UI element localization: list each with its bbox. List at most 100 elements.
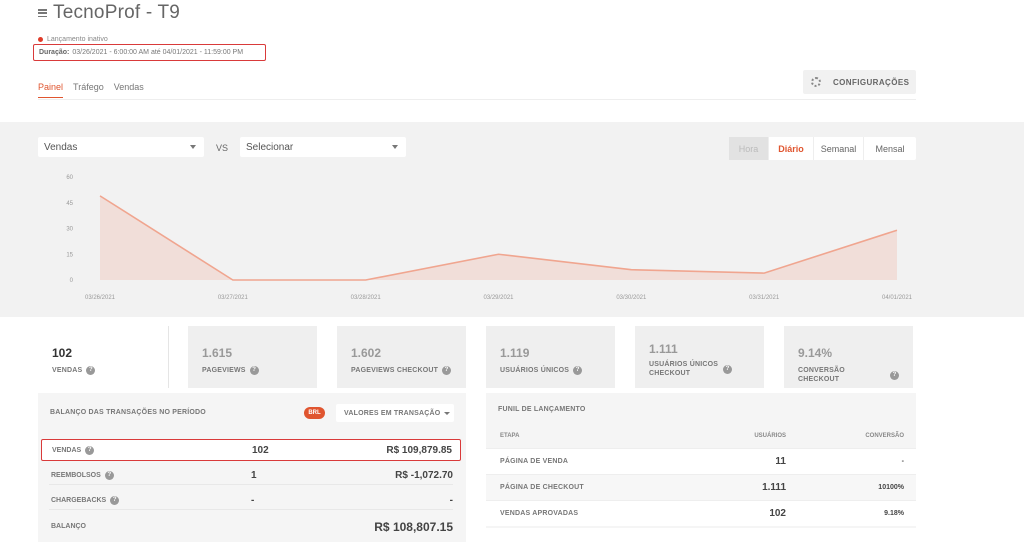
chevron-down-icon — [190, 145, 196, 149]
x-tick-label: 03/27/2021 — [218, 295, 249, 301]
stat-label: PAGEVIEWS CHECKOUT? — [351, 366, 452, 375]
stat-label: VENDAS? — [52, 366, 154, 375]
row-divider — [49, 484, 453, 485]
help-icon[interactable]: ? — [890, 370, 899, 380]
currency-badge[interactable]: BRL — [304, 407, 325, 419]
period-semanal[interactable]: Semanal — [814, 137, 864, 160]
metric-select[interactable]: Vendas — [38, 137, 204, 157]
stat-label-text: USUÁRIOS ÚNICOS — [500, 367, 570, 374]
period-diario[interactable]: Diário — [769, 137, 814, 160]
balance-row-reembolsos: REEMBOLSOS? 1 R$ -1,072.70 — [41, 465, 461, 485]
stat-card-usuarios-checkout: 1.111 USUÁRIOS ÚNICOS CHECKOUT? — [635, 326, 764, 388]
page-title: TecnoProf - T9 — [38, 2, 180, 24]
launch-title: TecnoProf - T9 — [53, 2, 181, 23]
y-tick-label: 0 — [70, 278, 74, 284]
y-tick-label: 15 — [66, 252, 73, 258]
stat-label-text: VENDAS — [52, 367, 83, 374]
tab-trafego[interactable]: Tráfego — [73, 82, 104, 92]
chevron-down-icon — [392, 145, 398, 149]
chart-panel: Vendas VS Selecionar Hora Diário Semanal… — [0, 122, 1024, 317]
balance-row-qty: - — [251, 495, 255, 506]
balance-row-chargebacks: CHARGEBACKS? - - — [41, 490, 461, 510]
balance-title: BALANÇO DAS TRANSAÇÕES NO PERÍODO — [50, 409, 206, 416]
stat-value: 1.602 — [351, 346, 382, 360]
values-mode-label: VALORES EM TRANSAÇÃO — [344, 409, 441, 417]
gear-icon — [811, 77, 821, 87]
stat-label: USUÁRIOS ÚNICOS CHECKOUT? — [649, 360, 750, 378]
funnel-users: 11 — [775, 456, 786, 467]
stat-label: PAGEVIEWS? — [202, 366, 303, 375]
funnel-col-conversion: CONVERSÃO — [865, 433, 904, 439]
funnel-title: FUNIL DE LANÇAMENTO — [498, 406, 586, 413]
balance-row-total: BALANÇO R$ 108,807.15 — [41, 517, 461, 537]
balance-total-amount: R$ 108,807.15 — [374, 520, 453, 534]
help-icon[interactable]: ? — [442, 366, 452, 375]
stat-label-text: PAGEVIEWS — [202, 367, 246, 374]
funnel-conversion: 10100% — [878, 484, 904, 491]
tab-painel[interactable]: Painel — [38, 82, 64, 98]
balance-row-amount: R$ -1,072.70 — [395, 470, 453, 481]
stat-label-text: PAGEVIEWS CHECKOUT — [351, 367, 439, 374]
balance-row-label: CHARGEBACKS? — [51, 496, 120, 505]
funnel-conversion: 9.18% — [884, 510, 904, 517]
y-tick-label: 45 — [66, 201, 73, 207]
balance-row-label-text: VENDAS — [52, 447, 82, 454]
period-mensal[interactable]: Mensal — [875, 143, 905, 154]
funnel-users: 102 — [769, 508, 786, 519]
x-tick-label: 03/28/2021 — [351, 295, 382, 301]
funnel-row: PÁGINA DE CHECKOUT 1.111 10100% — [486, 474, 916, 500]
balance-row-label-text: REEMBOLSOS — [51, 472, 101, 479]
funnel-stage: PÁGINA DE VENDA — [500, 458, 569, 465]
balance-panel: BALANÇO DAS TRANSAÇÕES NO PERÍODO BRL VA… — [38, 393, 466, 542]
help-icon[interactable]: ? — [86, 366, 96, 375]
status-dot-icon — [38, 37, 43, 42]
balance-row-amount: - — [449, 495, 453, 506]
balance-row-qty: 102 — [252, 445, 269, 456]
values-mode-select[interactable]: VALORES EM TRANSAÇÃO — [336, 404, 454, 422]
chevron-down-icon — [444, 411, 451, 415]
stat-card-vendas: 102 VENDAS? — [38, 326, 169, 388]
stat-value: 1.615 — [202, 346, 233, 360]
y-tick-label: 60 — [66, 175, 73, 181]
stat-card-conversao-checkout: 9.14% CONVERSÃO CHECKOUT? — [784, 326, 913, 388]
balance-row-qty: 1 — [251, 470, 257, 481]
funnel-users: 1.111 — [762, 482, 786, 493]
x-tick-label: 03/30/2021 — [616, 295, 647, 301]
stat-value: 102 — [52, 346, 73, 360]
tab-vendas[interactable]: Vendas — [113, 82, 144, 92]
stat-value: 9.14% — [798, 346, 833, 360]
list-icon[interactable] — [38, 9, 47, 17]
help-icon[interactable]: ? — [104, 471, 114, 480]
settings-button[interactable]: CONFIGURAÇÕES — [803, 70, 916, 94]
status-text: Lançamento inativo — [47, 36, 108, 43]
funnel-col-users: USUÁRIOS — [754, 433, 786, 439]
x-tick-label: 03/31/2021 — [749, 295, 780, 301]
compare-select-value: Selecionar — [246, 141, 294, 153]
sales-chart: 0 15 30 45 60 03/26/2021 03/27/2021 03/28/2021 0… — [66, 175, 912, 301]
balance-row-label-text: CHARGEBACKS — [51, 497, 107, 504]
funnel-conversion: - — [901, 458, 904, 465]
y-tick-label: 30 — [66, 227, 73, 233]
funnel-row: PÁGINA DE VENDA 11 - — [486, 448, 916, 474]
help-icon[interactable]: ? — [85, 446, 95, 455]
compare-select[interactable]: Selecionar — [240, 137, 406, 157]
stat-label-text: CONVERSÃO CHECKOUT — [798, 367, 845, 383]
x-tick-label: 03/26/2021 — [85, 295, 116, 301]
help-icon[interactable]: ? — [249, 366, 259, 375]
stat-label-text: USUÁRIOS ÚNICOS CHECKOUT — [649, 361, 719, 377]
balance-row-vendas: VENDAS? 102 R$ 109,879.85 — [41, 439, 461, 461]
metric-select-value: Vendas — [44, 141, 78, 153]
x-tick-label: 03/29/2021 — [483, 295, 514, 301]
period-hora: Hora — [729, 137, 769, 160]
stat-value: 1.111 — [649, 342, 678, 356]
tab-bar: Painel Tráfego Vendas — [38, 82, 144, 98]
duration-box: Duração: 03/26/2021 - 6:00:00 AM até 04/… — [33, 44, 266, 61]
settings-button-label: CONFIGURAÇÕES — [833, 77, 910, 87]
funnel-stage: PÁGINA DE CHECKOUT — [500, 484, 584, 491]
help-icon[interactable]: ? — [110, 496, 120, 505]
help-icon[interactable]: ? — [723, 364, 732, 374]
series-area — [100, 195, 897, 280]
help-icon[interactable]: ? — [573, 366, 583, 375]
stat-card-pageviews-checkout: 1.602 PAGEVIEWS CHECKOUT? — [337, 326, 466, 388]
tabs-divider — [38, 99, 916, 100]
